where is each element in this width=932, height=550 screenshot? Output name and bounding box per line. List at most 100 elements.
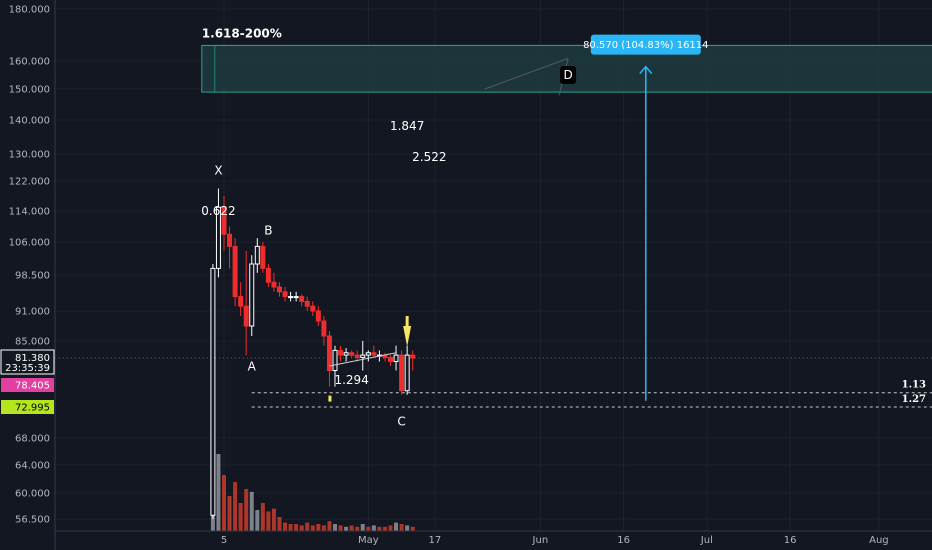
candle-body bbox=[315, 310, 321, 322]
pattern-leg bbox=[329, 352, 397, 367]
volume-bar bbox=[360, 524, 365, 531]
price-tick-label: 106.000 bbox=[9, 238, 50, 249]
volume-bar bbox=[294, 524, 299, 531]
volume-bar bbox=[349, 525, 354, 531]
candle-body bbox=[215, 206, 221, 269]
candle-body bbox=[365, 352, 371, 356]
volume-bar bbox=[277, 517, 282, 531]
prz-box-label: 1.618-200% bbox=[202, 26, 282, 40]
price-axis[interactable]: 180.000 160.000 150.000 140.000 130.000 122.0… bbox=[0, 0, 56, 550]
volume-bar bbox=[255, 510, 260, 531]
volume-bar bbox=[216, 454, 221, 531]
candle-body bbox=[288, 296, 294, 299]
candle-body bbox=[388, 356, 393, 362]
price-tag bbox=[1, 400, 54, 414]
volume-bar bbox=[338, 525, 343, 531]
volume-bar bbox=[410, 526, 415, 531]
time-tick-label: 5 bbox=[221, 535, 227, 546]
volume-bar bbox=[244, 489, 249, 531]
down-arrow-stem bbox=[405, 316, 409, 326]
time-tick-label: Jul bbox=[700, 535, 713, 546]
price-tick-label: 85.000 bbox=[15, 337, 50, 348]
wave-point-label: C bbox=[397, 415, 405, 429]
candle-body bbox=[271, 281, 277, 288]
time-tick-label: May bbox=[358, 535, 379, 546]
measure-arrow-head bbox=[639, 65, 653, 75]
time-axis[interactable]: 5May17Jun16Jul16Aug16Sep bbox=[55, 530, 932, 546]
volume-bar bbox=[238, 503, 243, 531]
candle-body bbox=[227, 233, 233, 247]
down-arrow-marker bbox=[403, 326, 412, 347]
price-tick-label: 91.000 bbox=[15, 307, 50, 318]
wave-point-d-box bbox=[560, 66, 577, 84]
volume-bar bbox=[405, 525, 410, 531]
candle-body bbox=[260, 245, 266, 269]
volume-bar bbox=[305, 522, 310, 531]
bar-countdown: 23:35:39 bbox=[5, 363, 50, 374]
price-tick-label: 114.000 bbox=[9, 207, 50, 218]
candle-body bbox=[404, 354, 410, 392]
volume-bar bbox=[260, 503, 265, 531]
time-tick-label: 16 bbox=[784, 535, 797, 546]
level-line-label: 1.13 bbox=[902, 380, 926, 391]
volume-bar bbox=[288, 524, 293, 531]
volume-bar bbox=[382, 526, 387, 531]
signal-marker bbox=[328, 395, 332, 402]
candle-body bbox=[254, 245, 260, 265]
volume-bar bbox=[310, 525, 315, 531]
candle-body bbox=[349, 352, 355, 356]
candle-body bbox=[249, 263, 255, 327]
candlesticks bbox=[210, 188, 416, 519]
price-tick-label: 64.000 bbox=[15, 461, 50, 472]
volume-bar bbox=[394, 522, 399, 531]
price-tag bbox=[1, 378, 54, 392]
candle-body bbox=[393, 354, 399, 362]
candle-body bbox=[238, 296, 244, 307]
pattern-connector bbox=[484, 57, 569, 90]
harmonic-pattern: X A B C D 0.622 1.847 2.522 1.294 80.570 (104.83%… bbox=[201, 34, 709, 429]
price-tick-label: 98.500 bbox=[15, 271, 50, 282]
ratio-label: 0.622 bbox=[201, 204, 235, 218]
volume-bar bbox=[271, 508, 276, 531]
volume-bar bbox=[366, 526, 371, 531]
candle-body bbox=[354, 354, 360, 358]
price-tag-value: 78.405 bbox=[15, 381, 50, 392]
candle-body bbox=[360, 354, 366, 358]
wave-point-label: D bbox=[563, 68, 572, 82]
candle-body bbox=[210, 267, 216, 516]
level-lines: 1.13 1.27 bbox=[251, 380, 932, 408]
level-line-label: 1.27 bbox=[902, 394, 926, 405]
volume-bar bbox=[266, 511, 271, 531]
volume-bars bbox=[210, 391, 415, 531]
volume-bar bbox=[344, 526, 349, 531]
volume-bar bbox=[399, 524, 404, 531]
candle-body bbox=[371, 352, 377, 356]
ratio-label: 2.522 bbox=[412, 150, 446, 164]
price-tick-label: 122.000 bbox=[9, 177, 50, 188]
volume-bar bbox=[233, 482, 238, 531]
volume-bar bbox=[321, 525, 326, 531]
candle-body bbox=[282, 291, 288, 298]
time-tick-label: Jun bbox=[532, 535, 549, 546]
price-tick-label: 68.000 bbox=[15, 434, 50, 445]
price-axis-background bbox=[0, 0, 55, 550]
volume-bar bbox=[371, 525, 376, 531]
price-tick-label: 140.000 bbox=[9, 116, 50, 127]
candle-body bbox=[410, 354, 416, 359]
time-tick-label: Aug bbox=[869, 535, 889, 546]
candle-body bbox=[265, 267, 271, 283]
candle-body bbox=[326, 335, 332, 372]
volume-bar bbox=[377, 526, 382, 531]
candle-body bbox=[310, 305, 316, 312]
volume-bar bbox=[249, 491, 254, 531]
wave-point-label: B bbox=[264, 223, 272, 237]
candle-body bbox=[343, 352, 349, 356]
volume-bar bbox=[316, 524, 321, 531]
candle-body bbox=[277, 286, 282, 293]
price-tick-label: 180.000 bbox=[9, 5, 50, 16]
time-tick-label: 17 bbox=[429, 535, 442, 546]
candle-body bbox=[299, 296, 305, 302]
volume-bar bbox=[283, 522, 288, 531]
